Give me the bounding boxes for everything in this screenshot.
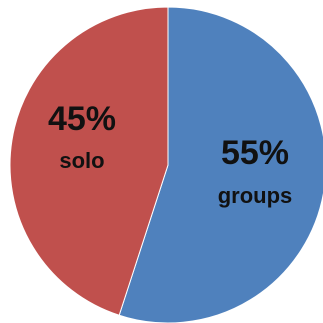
slice-groups-name-label: groups — [218, 183, 293, 208]
pie-slice-groups — [118, 6, 323, 323]
pie-slice-solo — [9, 6, 169, 316]
slice-solo-name-label: solo — [59, 148, 104, 173]
pie-slices — [9, 6, 323, 323]
slice-solo-percent-label: 45% — [48, 100, 116, 138]
slice-groups-percent-label: 55% — [221, 134, 289, 172]
